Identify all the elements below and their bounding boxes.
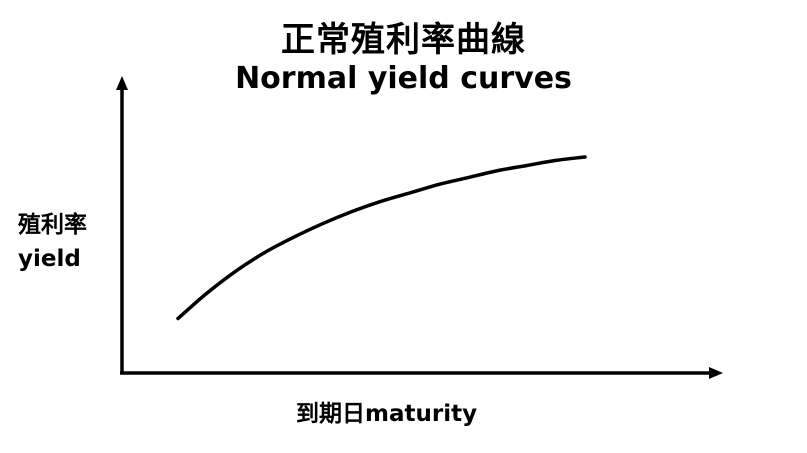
chart-subtitle: Normal yield curves bbox=[235, 61, 572, 96]
y-axis-label-en: yield bbox=[18, 246, 81, 272]
x-axis-label: 到期日maturity bbox=[296, 401, 478, 427]
axes bbox=[116, 76, 723, 379]
yield-curve-line bbox=[176, 155, 587, 321]
x-axis-arrow-icon bbox=[709, 367, 723, 379]
chart-title: 正常殖利率曲線 bbox=[281, 20, 526, 60]
y-axis-arrow-icon bbox=[116, 76, 128, 90]
y-axis-label: 殖利率 yield bbox=[18, 208, 108, 276]
y-axis-label-zh: 殖利率 bbox=[18, 212, 87, 238]
